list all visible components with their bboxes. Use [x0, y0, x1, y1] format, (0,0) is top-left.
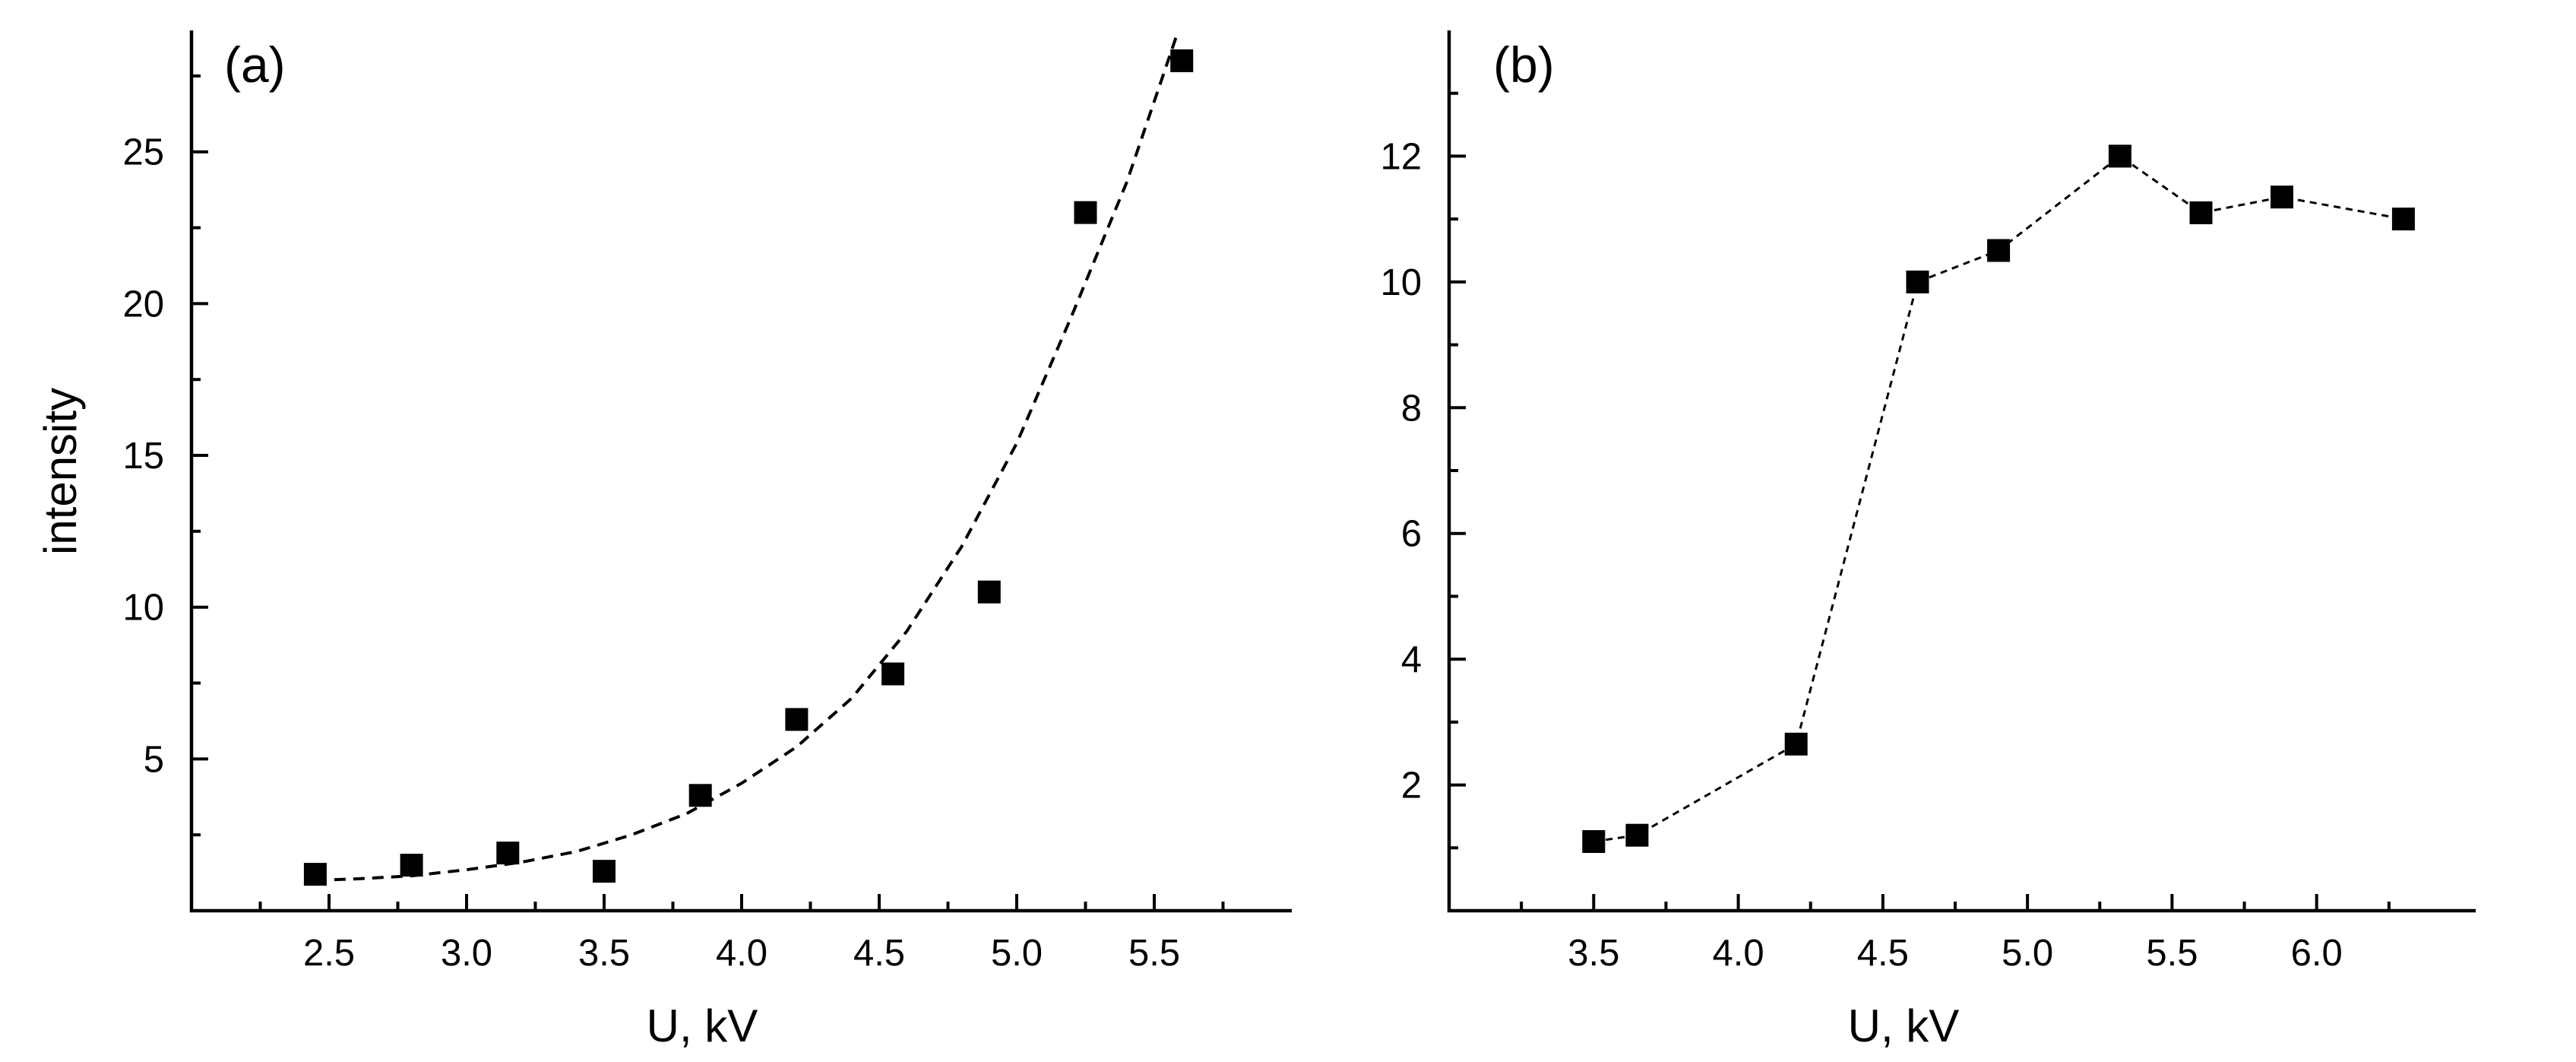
panel-a: (a) U, kV intensity 2.5 3.0 3.5 4.0 4.5 5.0 5.…: [35, 30, 1292, 1051]
data-point-b: [2108, 144, 2131, 168]
data-point-a: [881, 662, 905, 686]
panel-label-b: (b): [1493, 36, 1555, 93]
data-point-b: [2391, 208, 2415, 231]
x-tick-label-b: 5.5: [2146, 933, 2198, 974]
data-point-b: [2189, 201, 2213, 224]
data-point-a: [1074, 201, 1097, 224]
y-tick-label-b: 2: [1401, 766, 1422, 807]
data-point-b: [1625, 823, 1649, 847]
y-tick-label-b: 8: [1401, 388, 1422, 429]
data-point-b: [1784, 732, 1808, 756]
x-tick-label-b: 4.5: [1857, 933, 1909, 974]
fit-curve-a: [315, 36, 1178, 883]
data-point-a: [303, 863, 327, 886]
y-tick-label-a: 20: [122, 284, 164, 325]
y-tick-label-b: 12: [1380, 136, 1422, 177]
x-tick-label-a: 5.0: [991, 933, 1043, 974]
x-axis-title-a: U, kV: [647, 1000, 758, 1051]
data-point-a: [688, 784, 712, 807]
data-point-a: [1170, 49, 1194, 72]
x-tick-label-a: 5.5: [1128, 933, 1180, 974]
x-tick-label-a: 3.0: [441, 933, 492, 974]
axis-frame-b: [1447, 30, 2476, 913]
y-tick-label-a: 5: [144, 739, 164, 780]
y-axis-title-a: intensity: [35, 388, 86, 555]
y-tick-label-a: 15: [122, 436, 164, 477]
x-tick-label-a: 4.0: [716, 933, 767, 974]
y-tick-label-b: 6: [1401, 514, 1422, 555]
x-tick-label-b: 6.0: [2291, 933, 2343, 974]
data-point-b: [1582, 830, 1606, 853]
x-tick-label-a: 4.5: [853, 933, 905, 974]
y-tick-label-a: 25: [122, 132, 164, 173]
x-axis-title-b: U, kV: [1848, 1000, 1960, 1051]
data-point-a: [977, 580, 1001, 604]
data-point-b: [1987, 239, 2011, 262]
y-tick-label-b: 10: [1380, 262, 1422, 303]
data-point-b: [2271, 185, 2293, 209]
data-point-a: [400, 854, 423, 877]
panel-label-a: (a): [224, 36, 286, 93]
data-point-b: [1906, 270, 1929, 293]
y-tick-label-a: 10: [122, 588, 164, 629]
panel-b: (b) U, kV 3.5 4.0 4.5 5.0 5.5 6.0 2 4 6 8 10 12: [1380, 30, 2476, 1051]
x-tick-label-a: 2.5: [303, 933, 355, 974]
data-point-a: [496, 842, 520, 865]
x-tick-label-b: 5.0: [2002, 933, 2053, 974]
x-tick-label-b: 4.0: [1713, 933, 1764, 974]
x-tick-label-a: 3.5: [578, 933, 630, 974]
y-tick-label-b: 4: [1401, 639, 1422, 680]
axis-frame-a: [189, 30, 1292, 913]
data-point-a: [785, 708, 809, 731]
data-point-a: [593, 860, 616, 883]
x-tick-label-b: 3.5: [1568, 933, 1619, 974]
